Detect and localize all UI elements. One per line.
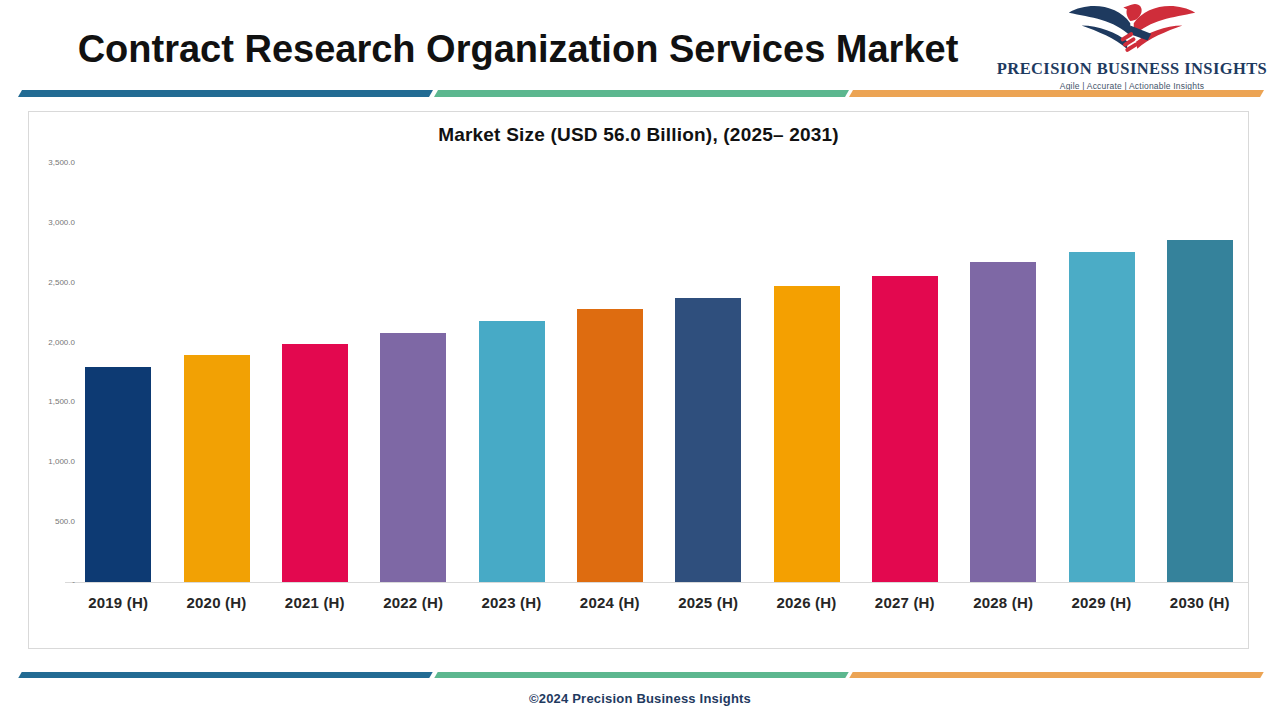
bar-2025 <box>675 298 741 582</box>
bar-2029 <box>1069 252 1135 582</box>
x-axis-label: 2021 (H) <box>266 594 364 611</box>
eagle-handshake-icon <box>1064 0 1200 58</box>
divider-segment-orange <box>849 90 1264 97</box>
bar-2024 <box>577 309 643 582</box>
tricolor-divider-top <box>20 90 1262 97</box>
x-axis-label: 2026 (H) <box>758 594 856 611</box>
bar-chart-plot: - 500.0 1,000.0 1,500.0 2,000.0 2,500.0 3,000.… <box>29 112 1248 648</box>
page-title: Contract Research Organization Services … <box>38 27 998 72</box>
x-axis-label: 2028 (H) <box>954 594 1052 611</box>
divider-segment-green <box>434 90 849 97</box>
bar-2027 <box>872 276 938 582</box>
y-axis-tick-label: 2,000.0 <box>29 338 75 347</box>
x-axis-label: 2029 (H) <box>1053 594 1151 611</box>
x-axis-label: 2024 (H) <box>561 594 659 611</box>
x-axis-label: 2030 (H) <box>1151 594 1249 611</box>
divider-segment-green <box>434 672 848 678</box>
x-axis-label: 2022 (H) <box>364 594 462 611</box>
brand-logo: PRECISION BUSINESS INSIGHTS Agile | Accu… <box>992 0 1272 91</box>
divider-segment-orange <box>850 672 1264 678</box>
bar-2019 <box>85 367 151 582</box>
tricolor-divider-bottom <box>20 672 1262 678</box>
bar-2028 <box>970 262 1036 582</box>
chart-container: Market Size (USD 56.0 Billion), (2025– 2… <box>28 111 1249 649</box>
copyright-text: ©2024 Precision Business Insights <box>0 691 1280 706</box>
x-axis-label: 2025 (H) <box>659 594 757 611</box>
x-axis-label: 2023 (H) <box>463 594 561 611</box>
x-axis-line <box>65 582 1249 583</box>
y-axis-tick-label: 1,500.0 <box>29 397 75 406</box>
y-axis-tick-label: 1,000.0 <box>29 457 75 466</box>
bar-2021 <box>282 344 348 582</box>
bar-2020 <box>184 355 250 582</box>
x-axis-label: 2020 (H) <box>168 594 266 611</box>
y-axis-tick-label: 2,500.0 <box>29 278 75 287</box>
y-axis-tick-label: - <box>29 577 75 586</box>
divider-segment-blue <box>18 672 432 678</box>
y-axis-tick-label: 3,000.0 <box>29 218 75 227</box>
x-axis-label: 2027 (H) <box>856 594 954 611</box>
bar-2030 <box>1167 240 1233 582</box>
y-axis-tick-label: 3,500.0 <box>29 158 75 167</box>
brand-name: PRECISION BUSINESS INSIGHTS <box>992 59 1272 79</box>
bar-2026 <box>774 286 840 582</box>
divider-segment-blue <box>18 90 433 97</box>
x-axis-label: 2019 (H) <box>69 594 167 611</box>
bar-2023 <box>479 321 545 582</box>
y-axis-tick-label: 500.0 <box>29 517 75 526</box>
bar-2022 <box>380 333 446 582</box>
